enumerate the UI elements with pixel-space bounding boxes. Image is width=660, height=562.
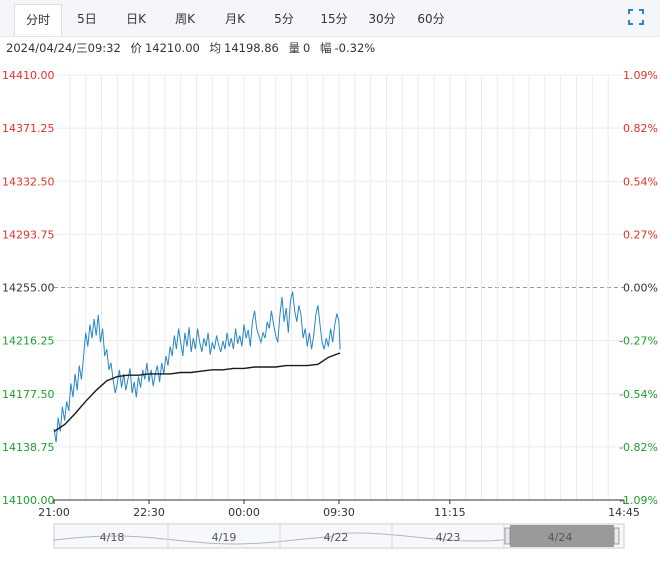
y-tick-label: 14332.50 [2,175,55,188]
y-tick-label-pct: 0.54% [623,175,658,188]
y-tick-label: 14100.00 [2,494,55,507]
navigator-date-label: 4/23 [436,531,461,544]
navigator-selected-window[interactable] [510,525,614,547]
change-value: -0.32% [334,41,376,55]
y-tick-label: 14255.00 [2,282,55,295]
navigator-date-label: 4/19 [212,531,237,544]
x-tick-label: 21:00 [38,506,70,519]
y-tick-label: 14371.25 [2,122,55,135]
quote-datetime: 2024/04/24/三09:32 [6,41,121,55]
tab-5min[interactable]: 5分 [274,12,294,26]
x-tick-label: 09:30 [323,506,355,519]
tab-weekly-k[interactable]: 周K [175,12,195,26]
y-tick-label-pct: -1.09% [619,494,658,507]
y-tick-label-pct: -0.82% [619,441,658,454]
tab-60min[interactable]: 60分 [417,12,445,26]
price-label: 价 [130,41,142,55]
y-tick-label: 14410.00 [2,69,55,82]
x-tick-label: 00:00 [228,506,260,519]
price-line-series [53,291,341,443]
tab-daily-k[interactable]: 日K [126,12,146,26]
tab-15min[interactable]: 15分 [320,12,348,26]
x-tick-label: 22:30 [133,506,165,519]
navigator-handle-left[interactable] [504,527,511,545]
navigator-date-label: 4/18 [100,531,125,544]
y-tick-label: 14138.75 [2,441,55,454]
x-tick-label: 11:15 [434,506,466,519]
avg-price-line-series [53,352,341,433]
navigator-handle-right[interactable] [613,527,620,545]
intraday-chart[interactable]: 14410.00 1.09% 14371.25 0.82% 14332.50 0.54% 1… [0,60,660,562]
x-tick-label: 14:45 [608,506,640,519]
y-tick-label-pct: 0.82% [623,122,658,135]
change-label: 幅 [320,41,332,55]
y-tick-label-pct: -0.54% [619,388,658,401]
y-tick-label-pct: 0.27% [623,228,658,241]
tab-5day[interactable]: 5日 [77,12,97,26]
y-tick-label-pct: 0.00% [623,282,658,295]
volume-label: 量 [288,41,301,55]
tab-monthly-k[interactable]: 月K [225,12,245,26]
tab-intraday[interactable]: 分时 [14,4,62,36]
y-tick-label: 14216.25 [2,335,55,348]
tab-30min[interactable]: 30分 [368,12,396,26]
avg-label: 均 [209,41,222,55]
fullscreen-icon[interactable] [628,9,644,25]
y-tick-label-pct: 1.09% [623,69,658,82]
price-value: 14210.00 [144,41,200,55]
y-tick-label: 14177.50 [2,388,55,401]
period-tab-bar: 分时 5日 日K 周K 月K 5分 15分 30分 60分 [0,0,660,37]
y-tick-label-pct: -0.27% [619,335,658,348]
volume-value: 0 [303,41,311,55]
avg-value: 14198.86 [224,41,279,55]
y-tick-label: 14293.75 [2,228,55,241]
navigator-date-label: 4/22 [324,531,349,544]
navigator-date-label: 4/24 [548,531,573,544]
